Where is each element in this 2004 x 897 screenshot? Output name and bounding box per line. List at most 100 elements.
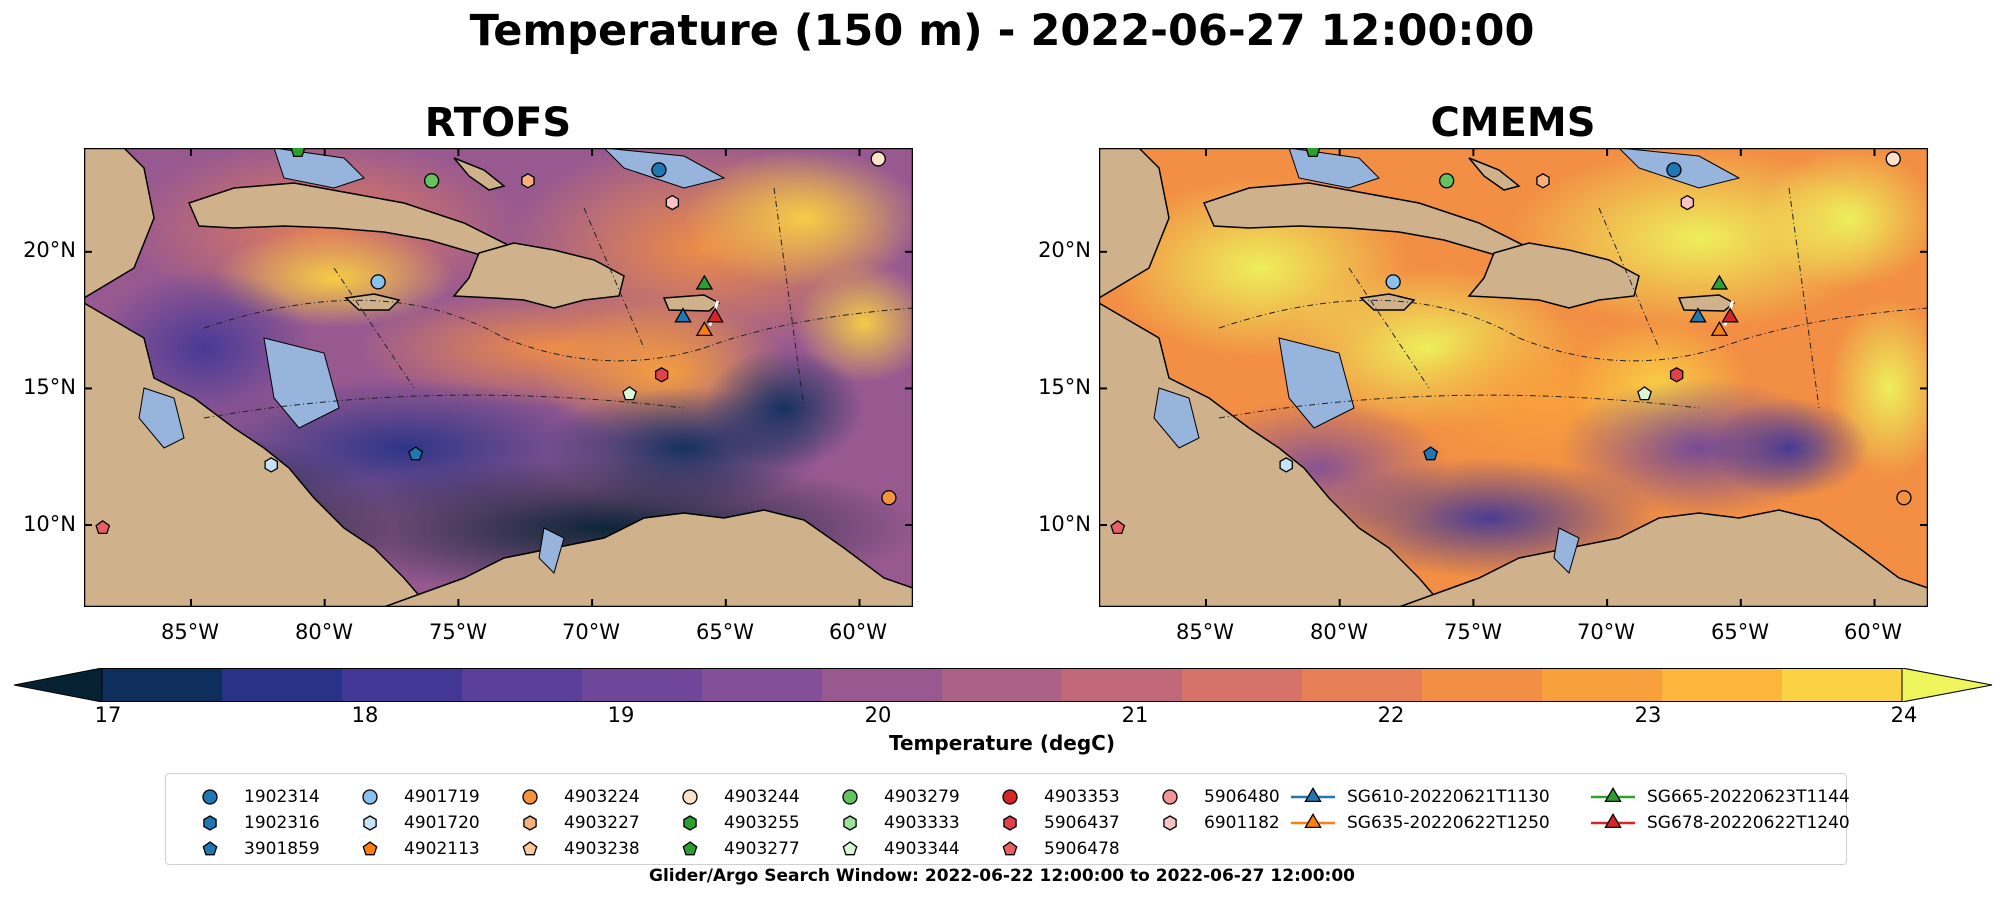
lon-tick-label: 85°W [161,620,219,644]
colorbar-segment [342,668,463,702]
legend-marker [1002,789,1018,805]
legend-symbol [202,841,218,856]
eez-boundary [503,337,705,362]
colorbar-tick-label: 24 [1890,703,1918,727]
lat-tick-label: 10°N [23,512,76,536]
eez-boundary [1348,267,1430,389]
legend-label: 4903244 [724,787,800,807]
marker-SG610-20220621T1130 [674,307,692,323]
colorbar-max-extend [1901,668,1993,702]
map-panel-rtofs [84,148,913,607]
marker-6901182 [665,194,680,211]
legend-symbol [202,789,218,805]
lon-tick-label: 70°W [1577,620,1635,644]
legend-marker [1003,815,1017,831]
marker-4903279 [423,173,440,189]
marker-5906478 [95,519,111,535]
legend-marker [1304,813,1322,829]
marker-SG665-20220623T1144 [1710,274,1729,290]
legend-marker [522,789,538,805]
legend-symbol [522,789,538,805]
marker-SG665-20220623T1144 [695,274,714,290]
marker-5906437 [654,367,669,383]
colorbar-tick-label: 18 [351,703,379,727]
eez-boundary [203,394,685,419]
bahamas-land [1468,157,1521,191]
legend-marker [843,815,857,831]
colorbar-segment [1782,668,1903,702]
lon-tick-label: 60°W [829,620,887,644]
continental-shelf [1553,527,1580,574]
legend-symbol [203,815,217,831]
marker-1902314 [1666,162,1682,178]
marker-4901720 [1279,457,1293,473]
jamaica-land [1359,293,1416,311]
lon-tick-label: 60°W [1844,620,1902,644]
bahamas-land [453,157,506,191]
eez-boundary [1518,337,1720,362]
eez-boundary [1218,394,1700,419]
marker-6901182 [1680,194,1695,211]
eez-boundary [1718,307,1928,349]
puerto-rico-land [1677,294,1736,312]
legend-marker [202,841,218,856]
continental-shelf [273,148,365,189]
legend-label: 6901182 [1204,813,1280,833]
eez-boundary [333,267,415,389]
panel-title-rtofs: RTOFS [424,100,572,146]
marker-5906478 [1110,519,1126,535]
colorbar-segment [1542,668,1663,702]
map-frame [1099,148,1928,607]
legend-symbol [523,815,537,831]
legend-marker [683,815,697,831]
lon-tick-label: 80°W [295,620,353,644]
legend-marker [842,789,858,805]
legend-symbol [362,841,378,856]
marker-4903224 [1896,490,1912,506]
map-panel-cmems [1099,148,1928,607]
lon-tick-label: 80°W [1310,620,1368,644]
temperature-field [1759,148,1928,288]
marker-4901719 [370,274,386,290]
colorbar-min-extend [14,668,103,702]
marker-4903344 [622,386,637,401]
south-america-land [1398,509,1928,607]
legend-symbol [1591,787,1635,803]
colorbar-segment [1422,668,1543,702]
temperature-field [704,348,864,468]
jamaica-land [344,293,401,311]
colorbar-segment [702,668,823,702]
lat-tick-label: 10°N [1038,512,1091,536]
lat-tick-label: 15°N [23,375,76,399]
legend-marker [682,789,698,805]
legend-label: 4903279 [884,787,960,807]
marker-4903224 [881,490,897,506]
marker-1902314 [651,162,667,178]
marker-4903344 [1637,386,1652,401]
colorbar-segment [1062,668,1183,702]
legend-marker [362,841,378,856]
lat-tick-label: 20°N [23,238,76,262]
legend-label: SG635-20220622T1250 [1347,813,1550,833]
legend-marker [682,841,698,856]
lat-tick-label: 15°N [1038,375,1091,399]
marker-4903244 [1885,151,1901,167]
legend-marker [1604,813,1622,829]
legend-symbol [1291,787,1335,803]
marker-3901859 [408,446,424,461]
colorbar-segment [822,668,943,702]
colorbar-tick-label: 23 [1634,703,1662,727]
marker-4901719 [1385,274,1401,290]
colorbar-tick-label: 17 [94,703,122,727]
marker-4903227 [521,173,535,189]
colorbar-label: Temperature (degC) [889,731,1115,755]
continental-shelf [1278,337,1355,429]
legend-symbol [842,789,858,805]
marker-4901720 [264,457,278,473]
marker-SG635-20220622T1250 [1710,321,1729,337]
legend-marker [523,815,537,831]
figure-title: Temperature (150 m) - 2022-06-27 12:00:0… [469,6,1535,56]
continental-shelf [1153,387,1200,449]
legend-label: 4903344 [884,839,960,859]
lon-tick-label: 70°W [562,620,620,644]
